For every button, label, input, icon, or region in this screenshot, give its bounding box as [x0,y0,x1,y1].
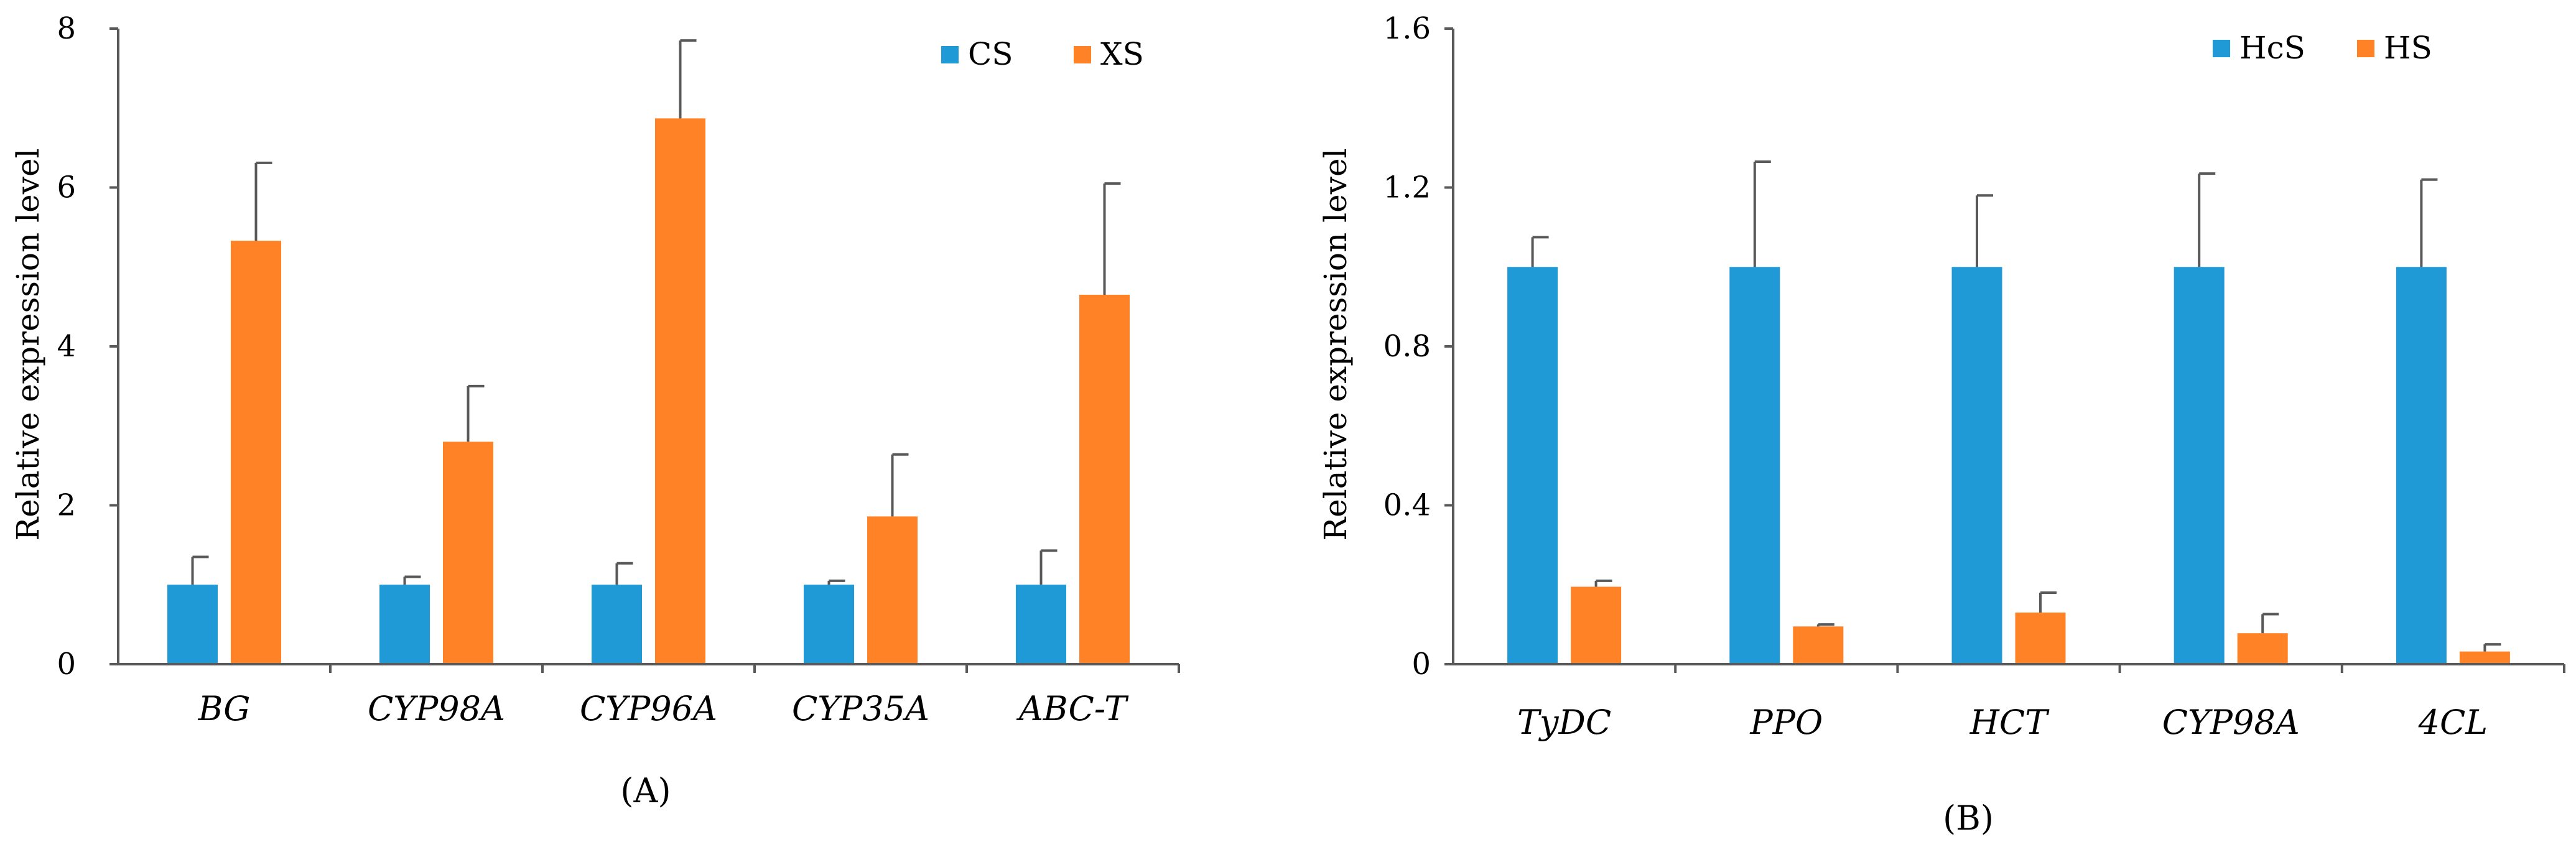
category-label-a: ABC-T [1016,689,1129,728]
legend-label-hcs: HcS [2239,30,2305,66]
bar-xs-abc-t [1079,294,1130,664]
y-tick-label-a: 2 [57,488,76,523]
legend-swatch-xs [1074,46,1091,63]
category-label-a: BG [198,689,251,728]
error-bars-b [1531,160,2501,652]
y-axis-title-b: Relative expression level [1318,148,1354,540]
y-tick-label-a: 0 [57,647,76,682]
category-label-b: TyDC [1517,703,1611,742]
y-tick-label-b: 1.2 [1383,170,1431,205]
y-ticks-b: 0 0.4 0.8 1.2 1.6 [1383,11,1453,682]
y-tick-label-b: 0.8 [1383,329,1431,364]
legend-label-xs: XS [1100,36,1144,72]
legend-swatch-hcs [2213,40,2230,57]
bar-cs-cyp35a [804,585,854,664]
bar-cs-cyp98a [379,585,430,664]
chart-panel-b: Relative expression level 00.40.81.21.6 … [1318,11,2565,838]
category-labels-b: TyDC PPO HCT CYP98A 4CL [1517,703,2488,742]
y-tick-label-b: 0 [1411,647,1431,682]
category-labels-a: BG CYP98A CYP96A CYP35A ABC-T [198,689,1130,728]
bar-cs-bg [167,585,218,664]
y-tick-label-a: 8 [57,11,76,46]
error-bars-a [191,39,1121,585]
bars-a [167,118,1130,665]
bar-hs-hct [2015,612,2066,664]
bar-cs-abc-t [1016,585,1066,664]
bar-xs-bg [231,241,281,664]
legend-swatch-hs [2357,40,2374,57]
y-axis-title-a: Relative expression level [10,148,46,540]
y-tick-label-a: 6 [57,170,76,205]
legend-swatch-cs [941,46,959,63]
bar-cs-cyp96a [592,585,642,664]
bar-hcs-hct [1951,267,2002,664]
bar-hs-4cl [2459,651,2510,664]
legend-a: CS XS [941,36,1144,72]
y-tick-label-b: 0.4 [1383,488,1431,523]
bar-hcs-4cl [2396,267,2447,664]
category-label-b: CYP98A [2162,703,2300,742]
category-label-a: CYP98A [368,689,505,728]
category-label-b: 4CL [2418,703,2488,742]
y-ticks-a: 0 2 4 6 8 [57,11,118,682]
bar-xs-cyp35a [867,516,918,664]
axes-b [1452,29,2565,673]
bar-hcs-ppo [1729,267,1780,664]
category-label-a: CYP96A [580,689,717,728]
bar-hs-cyp98a [2237,633,2288,664]
bar-hcs-tydc [1507,267,1558,664]
category-label-b: HCT [1969,703,2050,742]
chart-panel-a: Relative expression level 0 2 4 6 8 BG CYP98A… [10,11,1180,810]
bar-hs-ppo [1793,626,1844,664]
category-label-a: CYP35A [792,689,929,728]
panel-label-b: (B) [1943,799,1994,838]
bar-xs-cyp96a [655,118,705,665]
bars-b [1507,267,2510,664]
bar-hs-tydc [1571,586,1622,664]
bar-hcs-cyp98a [2174,267,2225,664]
y-tick-label-a: 4 [57,329,76,364]
category-label-b: PPO [1749,703,1823,742]
legend-b: HcS HS [2213,30,2432,66]
panel-label-a: (A) [620,771,671,810]
legend-label-hs: HS [2384,30,2432,66]
axes-a [117,29,1180,673]
bar-xs-cyp98a [443,442,493,664]
legend-label-cs: CS [968,36,1013,72]
y-tick-label-b: 1.6 [1383,11,1431,46]
